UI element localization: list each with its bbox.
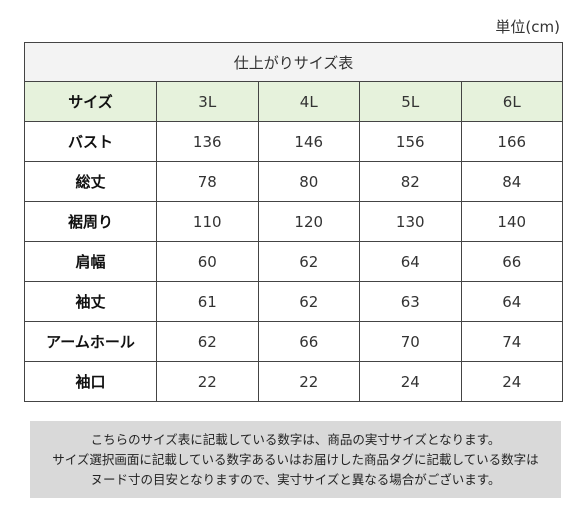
row-label: 肩幅 (24, 241, 157, 282)
table-cell: 166 (460, 121, 563, 162)
table-row: 肩幅 60 62 64 66 (24, 241, 563, 282)
table-row: 総丈 78 80 82 84 (24, 161, 563, 202)
table-cell: 78 (156, 161, 259, 202)
size-note: こちらのサイズ表に記載している数字は、商品の実寸サイズとなります。 サイズ選択画… (30, 421, 561, 498)
table-cell: 24 (460, 361, 563, 402)
table-cell: 24 (359, 361, 462, 402)
table-title-row: 仕上がりサイズ表 (24, 42, 563, 82)
table-row: 袖口 22 22 24 24 (24, 361, 563, 402)
table-title: 仕上がりサイズ表 (24, 42, 563, 82)
table-row: アームホール 62 66 70 74 (24, 321, 563, 362)
table-cell: 64 (359, 241, 462, 282)
table-cell: 130 (359, 201, 462, 242)
table-cell: 60 (156, 241, 259, 282)
size-table: 仕上がりサイズ表 サイズ 3L 4L 5L 6L バスト 136 146 156… (24, 42, 563, 402)
table-cell: 140 (460, 201, 563, 242)
table-cell: 22 (156, 361, 259, 402)
table-cell: 66 (460, 241, 563, 282)
row-label: 袖丈 (24, 281, 157, 322)
table-cell: 110 (156, 201, 259, 242)
unit-label: 単位(cm) (495, 18, 560, 36)
size-header: 6L (460, 81, 563, 122)
table-cell: 63 (359, 281, 462, 322)
size-header: 5L (359, 81, 462, 122)
table-cell: 146 (257, 121, 360, 162)
note-line: サイズ選択画面に記載している数字あるいはお届けした商品タグに記載している数字は (52, 451, 539, 467)
table-cell: 84 (460, 161, 563, 202)
row-label: バスト (24, 121, 157, 162)
table-cell: 61 (156, 281, 259, 322)
table-cell: 22 (257, 361, 360, 402)
note-line: こちらのサイズ表に記載している数字は、商品の実寸サイズとなります。 (90, 431, 501, 447)
row-label: アームホール (24, 321, 157, 362)
table-cell: 74 (460, 321, 563, 362)
note-line: ヌード寸の目安となりますので、実寸サイズと異なる場合がございます。 (90, 471, 501, 487)
table-cell: 70 (359, 321, 462, 362)
row-label: 総丈 (24, 161, 157, 202)
table-row: バスト 136 146 156 166 (24, 121, 563, 162)
table-cell: 82 (359, 161, 462, 202)
size-header: 3L (156, 81, 259, 122)
table-cell: 66 (257, 321, 360, 362)
row-label: 袖口 (24, 361, 157, 402)
table-cell: 156 (359, 121, 462, 162)
table-row: 裾周り 110 120 130 140 (24, 201, 563, 242)
table-cell: 64 (460, 281, 563, 322)
header-label: サイズ (24, 81, 157, 122)
table-cell: 120 (257, 201, 360, 242)
table-cell: 136 (156, 121, 259, 162)
row-label: 裾周り (24, 201, 157, 242)
table-cell: 62 (257, 281, 360, 322)
table-cell: 80 (257, 161, 360, 202)
table-row: 袖丈 61 62 63 64 (24, 281, 563, 322)
size-header: 4L (257, 81, 360, 122)
table-cell: 62 (257, 241, 360, 282)
table-header-row: サイズ 3L 4L 5L 6L (24, 81, 563, 122)
table-cell: 62 (156, 321, 259, 362)
